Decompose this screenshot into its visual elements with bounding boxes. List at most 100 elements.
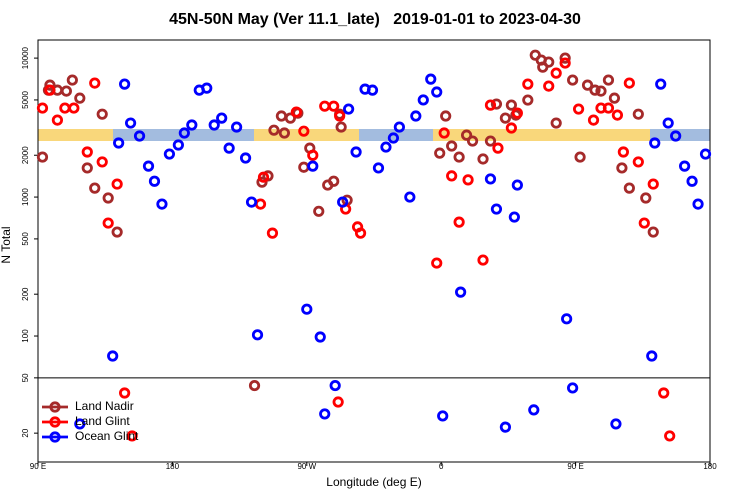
point xyxy=(561,313,573,325)
point xyxy=(466,135,479,147)
point xyxy=(511,179,523,191)
point xyxy=(245,196,258,208)
point xyxy=(96,156,108,168)
point xyxy=(543,80,555,92)
point xyxy=(266,227,279,239)
point xyxy=(268,124,280,136)
point xyxy=(616,162,628,174)
point xyxy=(499,112,512,124)
y-axis-label: N Total xyxy=(0,226,13,263)
point xyxy=(581,79,594,91)
x-tick-label: 90 E xyxy=(30,462,46,471)
point xyxy=(484,173,497,185)
y-tick-label: 200 xyxy=(21,287,30,301)
point xyxy=(686,175,698,187)
point xyxy=(307,160,319,172)
point xyxy=(511,107,523,119)
legend-swatch-marker xyxy=(49,401,61,413)
point xyxy=(372,162,385,174)
chart-title: 45N-50N May (Ver 11.1_late) 2019-01-01 t… xyxy=(169,11,581,28)
point xyxy=(453,216,465,228)
point xyxy=(595,85,607,97)
point xyxy=(446,140,458,152)
y-tick-label: 1000 xyxy=(21,188,30,206)
point xyxy=(248,379,261,392)
point xyxy=(543,56,555,68)
legend-label: Land Glint xyxy=(75,414,130,428)
point xyxy=(647,178,659,190)
point xyxy=(163,148,176,160)
point xyxy=(96,108,108,120)
point xyxy=(314,331,326,343)
x-axis-label: Longitude (deg E) xyxy=(326,475,421,489)
point xyxy=(343,103,355,115)
plot-frame xyxy=(37,39,711,463)
point xyxy=(142,160,155,172)
point xyxy=(559,57,571,69)
y-tick-label: 100 xyxy=(21,329,30,343)
point xyxy=(617,146,629,158)
point xyxy=(632,108,644,120)
point xyxy=(60,85,72,97)
point xyxy=(670,130,682,142)
point xyxy=(231,121,243,133)
legend-swatch-marker xyxy=(49,431,61,443)
point xyxy=(337,196,349,208)
point xyxy=(438,127,450,139)
point xyxy=(366,84,379,96)
point xyxy=(431,86,443,98)
y-tick-label: 20 xyxy=(21,428,30,437)
point xyxy=(44,79,56,91)
point xyxy=(574,151,586,163)
point xyxy=(201,82,213,94)
point xyxy=(460,129,473,141)
point xyxy=(257,171,270,183)
point xyxy=(254,198,267,210)
point xyxy=(107,350,119,362)
point xyxy=(251,329,264,341)
point xyxy=(275,110,288,122)
point xyxy=(508,211,520,223)
point xyxy=(51,114,64,126)
point xyxy=(124,117,137,129)
point xyxy=(646,350,658,362)
point xyxy=(434,147,446,159)
point xyxy=(559,52,571,64)
point xyxy=(623,77,635,89)
land-band xyxy=(38,129,113,141)
point xyxy=(119,387,131,399)
point xyxy=(610,418,622,430)
point xyxy=(239,152,252,164)
point xyxy=(350,146,362,158)
point xyxy=(223,142,235,154)
point xyxy=(156,198,168,210)
point xyxy=(102,192,114,204)
point xyxy=(662,117,674,129)
point xyxy=(68,102,80,114)
point xyxy=(313,205,325,217)
point xyxy=(550,117,562,129)
point xyxy=(632,156,644,168)
point xyxy=(126,430,138,442)
point xyxy=(499,421,512,433)
point xyxy=(492,142,504,154)
point xyxy=(567,74,579,86)
point xyxy=(437,410,449,422)
point xyxy=(505,122,517,134)
point xyxy=(256,176,268,188)
point xyxy=(216,112,228,124)
point xyxy=(505,99,517,111)
point xyxy=(623,182,635,194)
point xyxy=(522,78,534,90)
x-tick-label: 90 W xyxy=(297,462,316,471)
point xyxy=(102,217,114,229)
point xyxy=(404,191,416,203)
point xyxy=(699,148,712,160)
y-tick-label: 10000 xyxy=(21,46,30,69)
point xyxy=(608,92,621,104)
point xyxy=(477,254,489,266)
point xyxy=(455,286,467,298)
point xyxy=(446,170,458,182)
point xyxy=(462,174,474,186)
